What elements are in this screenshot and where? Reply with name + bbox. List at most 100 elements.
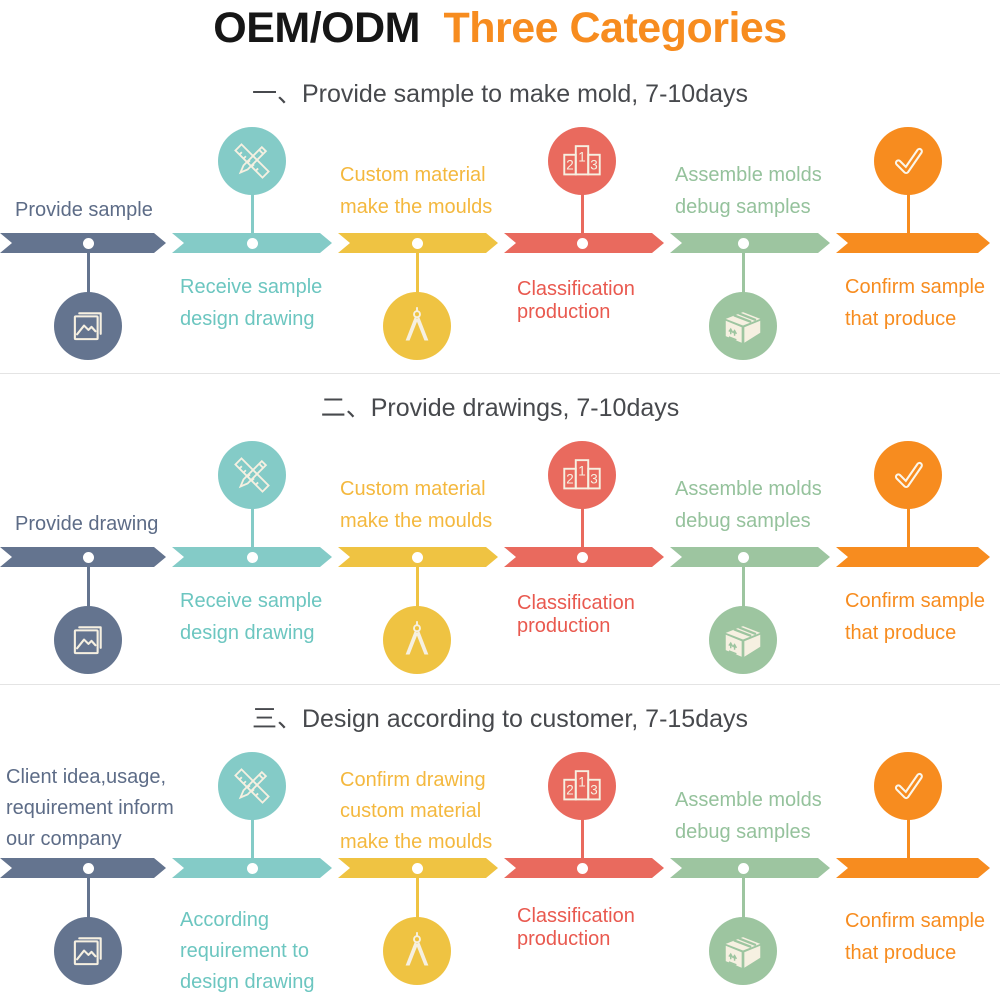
label-line: design drawing [180,622,315,644]
label-line: Confirm drawing [340,769,486,791]
connector-line [906,475,910,557]
connector-line [415,243,419,326]
label-line: Confirm sample [845,910,986,932]
label-line: Assemble molds [675,164,822,186]
label-line: debug samples [675,196,811,218]
check-icon [886,764,930,808]
step-circle-orange [874,127,942,195]
label-line: make the moulds [340,196,493,218]
picture-icon [67,619,109,661]
connector-line [250,161,254,243]
step-label-confirm-sample: Confirm sample that produce [845,585,985,649]
timeline-dot [82,237,94,249]
step-circle-teal [218,441,286,509]
timeline-dot [246,862,258,874]
connector-line [741,868,745,951]
step-label-custom-material: Custom material make the moulds [340,473,492,537]
check-icon [886,139,930,183]
label-line: make the moulds [340,510,493,532]
connector-line [86,243,90,326]
label-line: that produce [845,942,957,964]
step-circle-yellow [383,606,451,674]
timeline-dot [576,862,588,874]
label-line: that produce [845,622,957,644]
connector-line [86,557,90,640]
step-label-client-idea: Client idea,usage, requirement inform ou… [6,762,174,855]
timeline-dot [737,551,749,563]
label-line: custom material [340,800,482,822]
label-line: debug samples [675,821,811,843]
connector-line [741,557,745,640]
picture-icon [67,930,109,972]
label-line: production [517,615,611,637]
package-icon [720,303,766,349]
label-line: Classification [517,905,635,927]
label-line: According [180,909,269,931]
podium-icon [559,452,605,498]
step-label-receive-sample: Receive sample design drawing [180,585,322,649]
connector-line [741,243,745,326]
connector-line [250,475,254,557]
podium-icon [559,763,605,809]
title-oem-odm: OEM/ODM [213,4,420,52]
label-line: production [517,928,611,950]
page-title: OEM/ODM Three Categories [0,4,1000,53]
picture-icon [67,305,109,347]
timeline-dot [82,862,94,874]
label-line: that produce [845,308,957,330]
step-circle-teal [218,752,286,820]
category-2-heading: 二、Provide drawings, 7-10days [320,394,680,422]
podium-icon [559,138,605,184]
step-label-confirm-sample: Confirm sample that produce [845,905,985,969]
label-line: debug samples [675,510,811,532]
label-line: design drawing [180,971,315,993]
step-label-confirm-drawing: Confirm drawing custom material make the… [340,765,492,858]
timeline-segment-green [670,858,830,878]
timeline-dot [411,551,423,563]
label-line: Client idea,usage, [6,766,167,788]
step-circle-red [548,752,616,820]
category-2-provide-drawings: 二、Provide drawings, 7-10days Provide dra… [0,373,1000,685]
step-label-provide-drawing: Provide drawing [15,508,158,540]
step-circle-slate [54,917,122,985]
step-label-assemble-molds: Assemble molds debug samples [675,159,822,223]
title-three-categories: Three Categories [443,4,787,52]
step-circle-red [548,441,616,509]
label-line: Custom material [340,164,486,186]
step-label-provide-sample: Provide sample [15,194,153,226]
package-icon [720,617,766,663]
label-line: Provide drawing [15,513,159,535]
category-1-heading: 一、Provide sample to make mold, 7-10days [251,80,749,108]
label-line: Confirm sample [845,590,986,612]
timeline-segment-orange [836,547,990,567]
label-line: make the moulds [340,831,493,853]
label-line: Assemble molds [675,789,822,811]
category-1-provide-sample: 一、Provide sample to make mold, 7-10days … [0,60,1000,373]
label-line: Receive sample [180,590,323,612]
label-line: Classification [517,592,635,614]
step-label-classification: Classification production [517,278,635,324]
label-line: Custom material [340,478,486,500]
label-line: requirement to [180,940,309,962]
step-circle-green [709,606,777,674]
step-circle-slate [54,606,122,674]
label-line: Assemble molds [675,478,822,500]
connector-line [250,786,254,868]
timeline-segment-orange [836,858,990,878]
timeline-dot [576,237,588,249]
label-line: design drawing [180,308,315,330]
step-circle-yellow [383,917,451,985]
connector-line [906,786,910,868]
label-line: our company [6,828,122,850]
connector-line [580,786,584,868]
step-label-receive-sample: Receive sample design drawing [180,271,322,335]
timeline-dot [737,862,749,874]
step-circle-red [548,127,616,195]
step-circle-orange [874,752,942,820]
label-line: Provide sample [15,199,153,221]
connector-line [415,868,419,951]
step-circle-orange [874,441,942,509]
timeline-segment-orange [836,233,990,253]
ruler-pencil-icon [229,452,275,498]
